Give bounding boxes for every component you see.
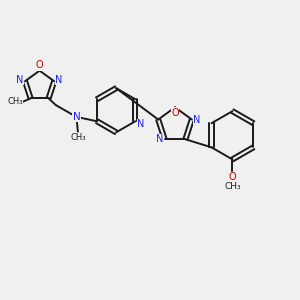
Text: N: N (194, 115, 201, 124)
Text: O: O (36, 60, 43, 70)
Text: N: N (137, 119, 145, 129)
Text: O: O (171, 108, 179, 118)
Text: CH₃: CH₃ (8, 98, 23, 106)
Text: N: N (16, 75, 24, 85)
Text: N: N (56, 75, 63, 85)
Text: CH₃: CH₃ (70, 133, 85, 142)
Text: CH₃: CH₃ (224, 182, 241, 191)
Text: N: N (156, 134, 163, 144)
Text: O: O (229, 172, 236, 182)
Text: N: N (73, 112, 80, 122)
